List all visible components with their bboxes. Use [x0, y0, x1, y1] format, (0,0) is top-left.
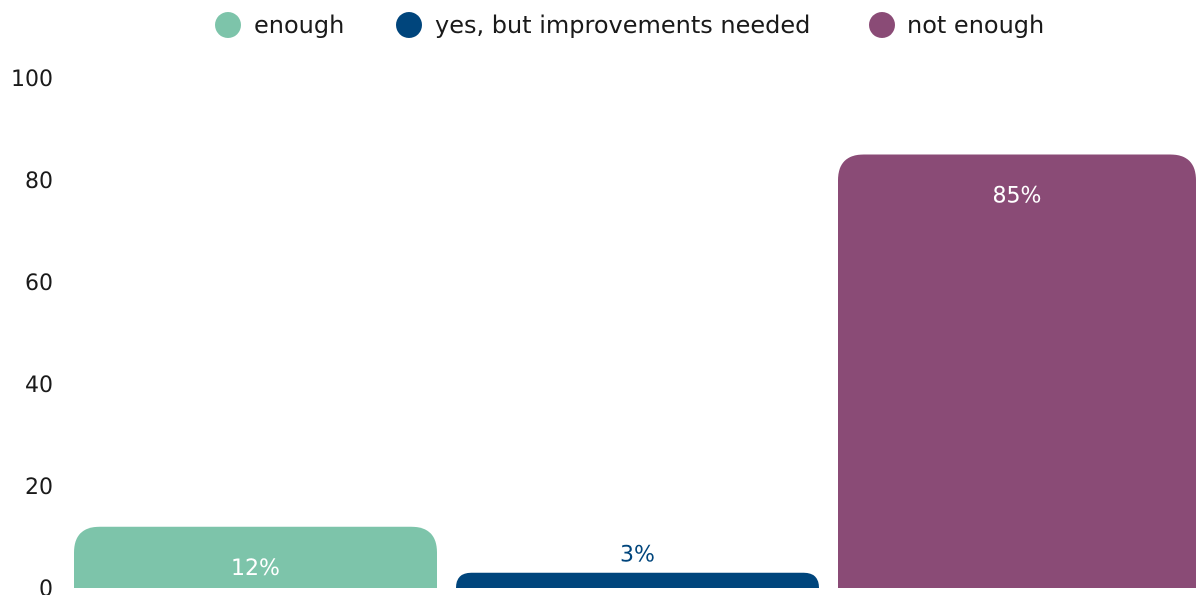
legend-label-1: yes, but improvements needed	[435, 11, 810, 39]
y-tick-label-0: 0	[39, 577, 53, 595]
y-tick-label-80: 80	[25, 169, 53, 194]
y-tick-label-100: 100	[11, 67, 53, 92]
bar-1	[456, 572, 819, 588]
data-label-0: 12%	[231, 556, 280, 581]
data-labels-group: 12% 3% 85%	[231, 184, 1041, 581]
legend-marker-1	[396, 12, 422, 38]
bars-group	[74, 154, 1196, 588]
bar-2	[838, 154, 1196, 588]
legend-label-2: not enough	[907, 11, 1044, 39]
y-tick-label-40: 40	[25, 373, 53, 398]
data-label-2: 85%	[993, 184, 1042, 209]
data-label-1: 3%	[620, 543, 655, 568]
legend-label-0: enough	[254, 11, 344, 39]
y-tick-label-20: 20	[25, 475, 53, 500]
chart-legend: enough yes, but improvements needed not en…	[215, 11, 1044, 39]
legend-marker-0	[215, 12, 241, 38]
y-tick-label-60: 60	[25, 271, 53, 296]
y-axis: 0 20 40 60 80 100	[11, 67, 53, 595]
bar-0	[74, 526, 437, 588]
legend-marker-2	[869, 12, 895, 38]
